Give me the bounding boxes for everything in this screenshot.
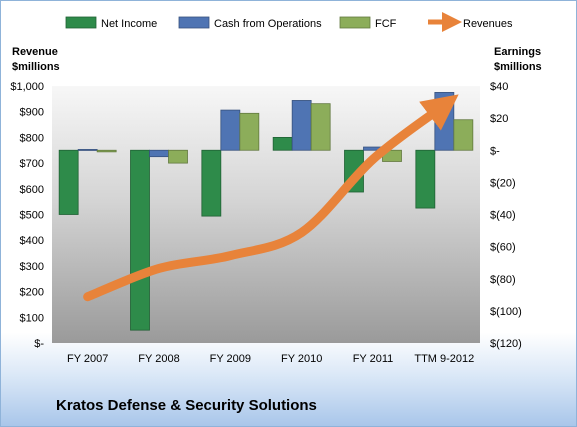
left-tick-label: $400	[20, 235, 44, 247]
right-tick-label: $40	[490, 81, 508, 93]
bar-fcf-0	[96, 149, 117, 153]
legend-swatch-fcf	[339, 16, 371, 29]
bar-net-income-3	[272, 136, 293, 151]
revenues-line	[83, 94, 459, 302]
right-tick-label: $(100)	[490, 306, 522, 318]
legend-label: FCF	[375, 18, 397, 30]
bar-fcf-3	[310, 103, 331, 151]
left-tick-label: $700	[20, 158, 44, 170]
legend-label: Net Income	[101, 18, 157, 30]
legend-swatch-cash-from-operations	[178, 16, 210, 29]
left-tick-label: $300	[20, 261, 44, 273]
bar-net-income-2	[201, 149, 222, 217]
left-tick-label: $100	[20, 312, 44, 324]
bar-net-income-5	[415, 149, 436, 209]
bar-fcf-1	[168, 149, 188, 164]
legend-label: Cash from Operations	[214, 18, 322, 30]
left-axis-title-line1: Revenue	[12, 46, 58, 58]
left-tick-label: $200	[20, 287, 44, 299]
right-tick-label: $(80)	[490, 274, 516, 286]
right-tick-label: $(60)	[490, 242, 516, 254]
left-tick-label: $800	[20, 132, 44, 144]
right-tick-label: $(20)	[490, 177, 516, 189]
bar-net-income-0	[58, 149, 79, 215]
bar-net-income-1	[130, 149, 150, 331]
bar-cash-from-operations-1	[149, 149, 169, 158]
left-tick-label: $600	[20, 184, 44, 196]
left-tick-label: $900	[20, 107, 44, 119]
right-tick-label: $20	[490, 113, 508, 125]
bar-fcf-2	[239, 112, 260, 151]
right-axis-title-line2: $millions	[494, 61, 542, 73]
bar-cash-from-operations-2	[220, 109, 241, 151]
category-label: FY 2010	[281, 353, 322, 365]
left-tick-label: $-	[34, 338, 44, 350]
category-label: FY 2009	[210, 353, 251, 365]
right-axis-title-line1: Earnings	[494, 46, 541, 58]
category-label: FY 2008	[138, 353, 179, 365]
legend-label: Revenues	[463, 18, 513, 30]
left-axis-title-line2: $millions	[12, 61, 60, 73]
category-label: TTM 9-2012	[414, 353, 474, 365]
left-tick-label: $1,000	[10, 81, 44, 93]
legend: Net Income Cash from Operations FCF Revenue…	[65, 12, 513, 32]
left-tick-label: $500	[20, 210, 44, 222]
right-tick-label: $(40)	[490, 210, 516, 222]
right-tick-label: $(120)	[490, 338, 522, 350]
right-tick-label: $-	[490, 145, 500, 157]
bar-cash-from-operations-0	[77, 149, 98, 151]
category-label: FY 2007	[67, 353, 108, 365]
category-label: FY 2011	[353, 353, 394, 365]
bar-fcf-5	[453, 119, 474, 151]
bar-cash-from-operations-3	[291, 100, 312, 151]
legend-swatch-net-income	[65, 16, 97, 29]
company-title: Kratos Defense & Security Solutions	[56, 397, 317, 414]
